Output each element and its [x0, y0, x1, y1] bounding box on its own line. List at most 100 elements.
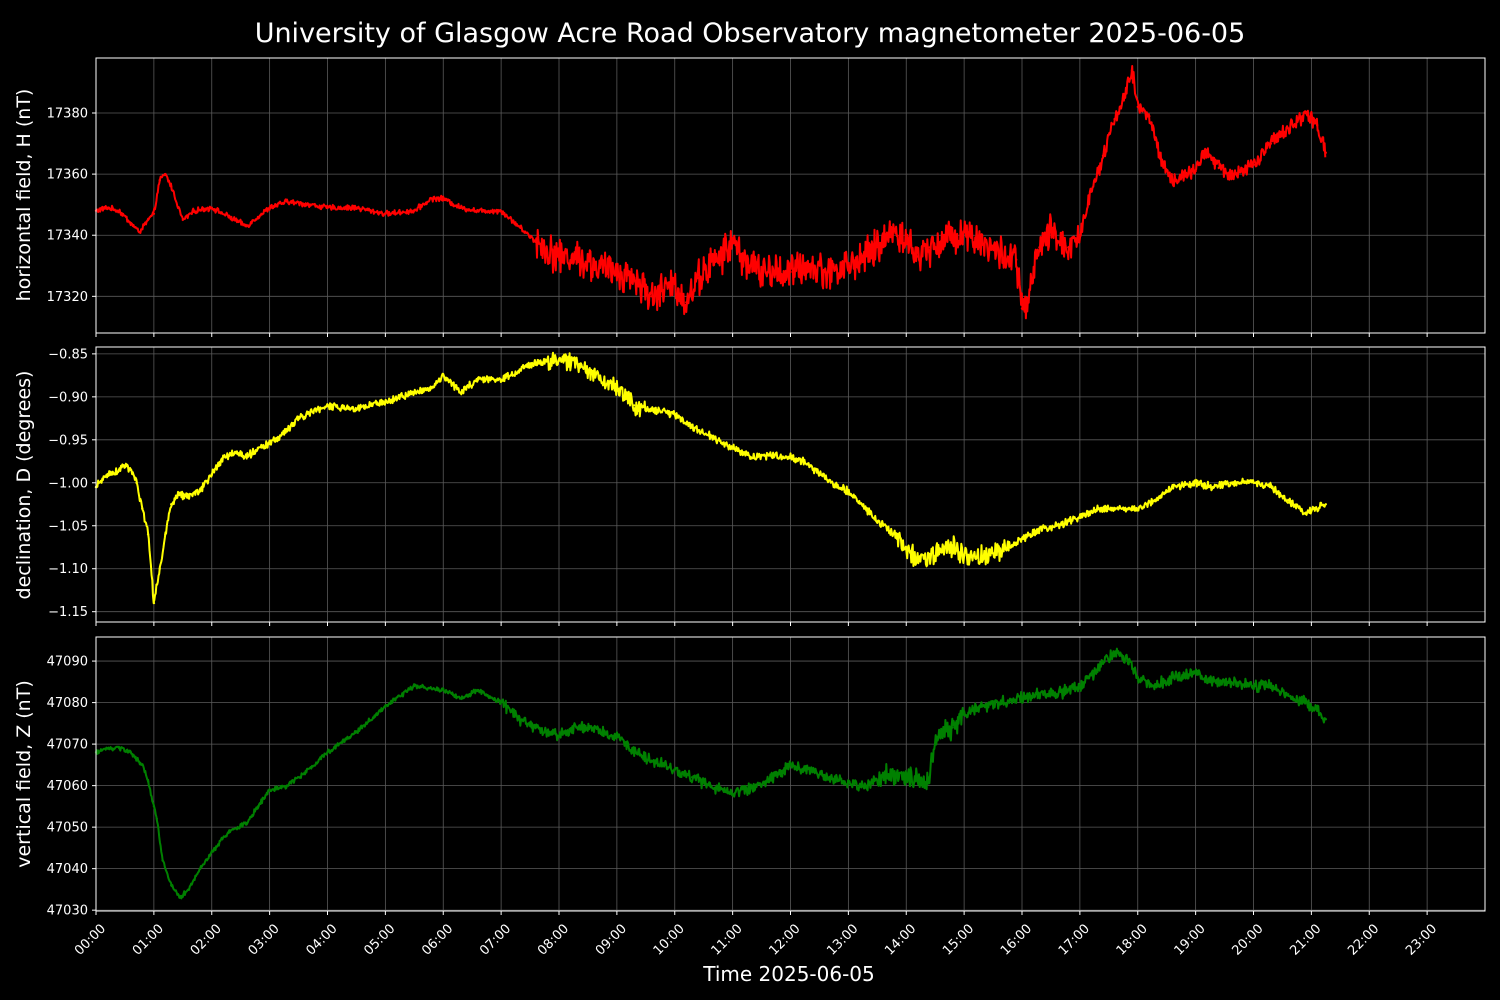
y-tick-label: 47080 — [47, 696, 88, 711]
data-point — [476, 688, 480, 692]
data-point — [280, 434, 283, 437]
data-point — [517, 369, 520, 373]
data-point — [1287, 498, 1290, 502]
data-point — [719, 255, 723, 258]
data-point — [766, 780, 769, 783]
data-point — [175, 494, 179, 497]
panel-3: 47030 47040 47050 47060 47070 47080 47090 verti… — [13, 636, 1486, 919]
data-point — [152, 601, 156, 605]
data-point — [1125, 655, 1128, 659]
data-point — [499, 701, 503, 704]
data-point — [934, 742, 937, 746]
data-point — [864, 507, 867, 510]
data-point — [326, 751, 329, 754]
data-point — [980, 705, 983, 708]
data-point — [499, 378, 503, 381]
data-point — [146, 218, 150, 222]
data-point — [413, 684, 416, 688]
data-point — [916, 780, 919, 783]
data-point — [227, 215, 231, 219]
data-point — [1159, 157, 1163, 160]
y-tick-label: 17340 — [47, 229, 88, 244]
data-point — [1211, 680, 1215, 683]
data-point — [708, 784, 711, 787]
data-point — [928, 246, 931, 249]
data-point — [592, 264, 595, 267]
panel-2: −1.15 −1.10 −1.05 −1.00 −0.95 −0.90 −0.85 decli… — [13, 346, 1486, 626]
data-point — [847, 780, 850, 783]
data-point — [1324, 503, 1328, 506]
data-point — [384, 212, 387, 215]
data-point — [615, 734, 619, 737]
data-point — [650, 408, 653, 411]
y-tick-label: 47030 — [47, 904, 88, 919]
data-point — [1038, 528, 1041, 532]
data-point — [1020, 307, 1024, 310]
y-axis-label: horizontal field, H (nT) — [13, 89, 35, 302]
data-point — [118, 209, 121, 212]
data-point — [210, 206, 213, 209]
data-point — [673, 282, 676, 286]
data-point — [881, 524, 885, 527]
data-point — [326, 404, 329, 407]
data-point — [633, 276, 636, 280]
data-point — [1026, 301, 1030, 304]
data-point — [1096, 507, 1099, 510]
data-point — [824, 477, 827, 480]
data-point — [905, 546, 908, 549]
data-point — [1090, 188, 1093, 191]
data-point — [731, 792, 734, 796]
data-point — [1015, 258, 1018, 261]
data-point — [1020, 697, 1024, 700]
data-point — [534, 240, 537, 243]
data-point — [557, 734, 561, 737]
data-point — [1304, 511, 1307, 515]
data-point — [152, 212, 156, 215]
data-point — [442, 688, 445, 692]
y-tick-label: −0.90 — [48, 390, 88, 405]
data-point — [1194, 169, 1197, 173]
data-point — [864, 784, 867, 787]
y-tick-label: −1.15 — [48, 605, 88, 620]
data-point — [1229, 481, 1232, 484]
series-line — [95, 351, 1327, 604]
data-point — [789, 455, 792, 459]
panel-frame — [95, 346, 1486, 623]
panel-frame — [95, 57, 1486, 334]
data-point — [245, 224, 248, 228]
data-point — [1287, 693, 1290, 696]
data-point — [326, 206, 329, 209]
data-point — [1125, 90, 1128, 93]
data-point — [766, 454, 769, 457]
data-point — [1113, 651, 1116, 654]
data-point — [1206, 148, 1209, 151]
data-point — [155, 817, 158, 820]
data-point — [268, 788, 271, 791]
data-point — [355, 408, 358, 411]
data-point — [633, 751, 636, 754]
data-point — [187, 888, 190, 891]
data-point — [1316, 709, 1319, 713]
data-point — [690, 425, 694, 429]
data-point — [557, 255, 561, 258]
data-point — [118, 747, 121, 750]
data-point — [135, 481, 138, 484]
data-point — [1153, 684, 1157, 688]
data-point — [1252, 684, 1255, 688]
data-point — [916, 255, 919, 258]
data-point — [662, 289, 665, 292]
data-point — [1171, 676, 1174, 679]
data-point — [1269, 684, 1273, 688]
data-point — [575, 726, 578, 729]
data-point — [459, 391, 462, 394]
data-point — [1194, 481, 1197, 484]
data-point — [980, 554, 983, 557]
data-point — [951, 546, 954, 549]
data-point — [997, 701, 1001, 704]
data-point — [1269, 142, 1273, 145]
data-point — [650, 295, 653, 298]
data-point — [1148, 114, 1151, 118]
data-point — [939, 734, 943, 737]
data-point — [673, 767, 676, 771]
data-point — [1324, 151, 1328, 154]
